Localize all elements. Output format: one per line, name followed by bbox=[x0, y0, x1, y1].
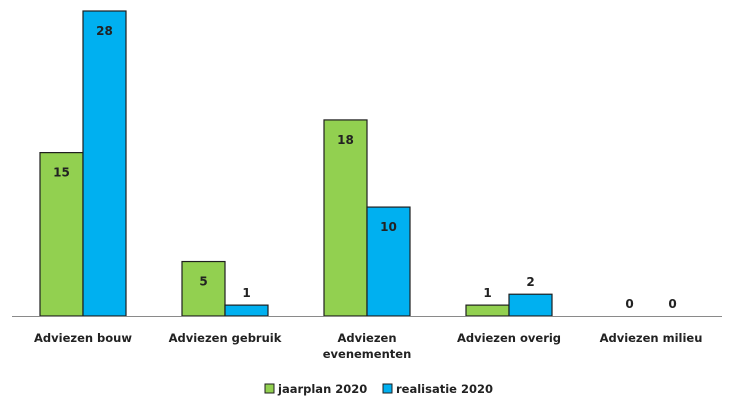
value-label-jaarplan-2020-adviezen-milieu: 0 bbox=[625, 297, 633, 311]
bars-group bbox=[39, 10, 553, 317]
value-label-realisatie-2020-adviezen-evenementen: 10 bbox=[380, 220, 397, 234]
category-label-adviezen-milieu: Adviezen milieu bbox=[600, 331, 703, 345]
bar-realisatie-2020-adviezen-evenementen bbox=[366, 206, 411, 317]
bar-realisatie-2020-adviezen-bouw bbox=[82, 10, 127, 317]
value-label-jaarplan-2020-adviezen-gebruik: 5 bbox=[199, 275, 207, 289]
value-label-realisatie-2020-adviezen-bouw: 28 bbox=[96, 24, 113, 38]
value-label-realisatie-2020-adviezen-overig: 2 bbox=[526, 275, 534, 289]
category-label-adviezen-overig: Adviezen overig bbox=[457, 331, 561, 345]
bar-jaarplan-2020-adviezen-overig bbox=[465, 304, 510, 317]
category-label-adviezen-bouw: Adviezen bouw bbox=[34, 331, 132, 345]
value-label-realisatie-2020-adviezen-milieu: 0 bbox=[668, 297, 676, 311]
value-label-jaarplan-2020-adviezen-bouw: 15 bbox=[53, 166, 70, 180]
bar-realisatie-2020-adviezen-overig bbox=[508, 293, 553, 317]
bar-realisatie-2020-adviezen-gebruik bbox=[224, 304, 269, 317]
bar-jaarplan-2020-adviezen-gebruik bbox=[181, 260, 226, 317]
value-label-jaarplan-2020-adviezen-evenementen: 18 bbox=[337, 133, 354, 147]
category-label-adviezen-gebruik: Adviezen gebruik bbox=[169, 331, 282, 345]
legend-label-jaarplan-2020: jaarplan 2020 bbox=[277, 382, 367, 396]
value-label-realisatie-2020-adviezen-gebruik: 1 bbox=[242, 286, 250, 300]
value-labels-group: 15 28 5 1 18 10 1 2 0 0 bbox=[53, 24, 677, 311]
category-labels-group: Adviezen bouw Adviezen gebruik Adviezen eve… bbox=[34, 331, 702, 361]
bar-jaarplan-2020-adviezen-bouw bbox=[39, 152, 84, 317]
value-label-jaarplan-2020-adviezen-overig: 1 bbox=[483, 286, 491, 300]
category-label-adviezen-evenementen: Adviezen evenementen bbox=[323, 331, 412, 361]
legend-swatch-jaarplan-2020 bbox=[264, 383, 275, 394]
legend-swatch-realisatie-2020 bbox=[382, 383, 393, 394]
legend-label-realisatie-2020: realisatie 2020 bbox=[396, 382, 493, 396]
bar-jaarplan-2020-adviezen-evenementen bbox=[323, 119, 368, 317]
legend: jaarplan 2020 realisatie 2020 bbox=[264, 382, 493, 396]
